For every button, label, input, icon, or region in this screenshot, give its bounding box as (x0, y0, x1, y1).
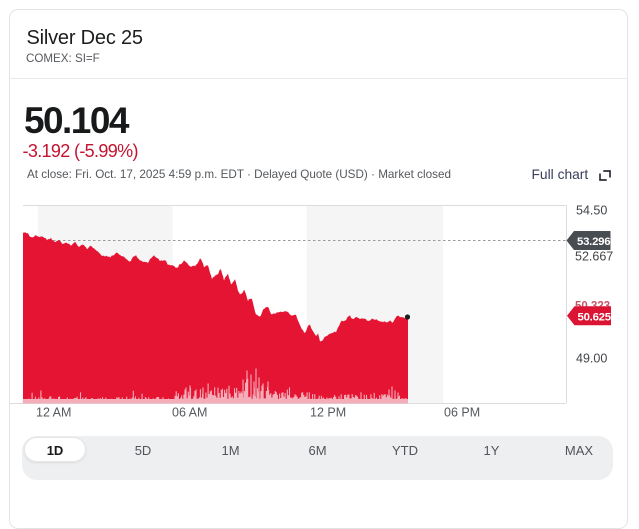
svg-text:06 PM: 06 PM (444, 406, 480, 420)
svg-text:12 PM: 12 PM (310, 406, 346, 420)
svg-text:49.00: 49.00 (576, 352, 607, 366)
svg-text:54.50: 54.50 (576, 204, 607, 218)
svg-text:50.625: 50.625 (578, 311, 612, 323)
svg-text:12 AM: 12 AM (36, 406, 71, 420)
svg-text:53.296: 53.296 (577, 236, 610, 248)
svg-text:52.667: 52.667 (575, 250, 613, 264)
svg-text:06 AM: 06 AM (172, 406, 207, 420)
